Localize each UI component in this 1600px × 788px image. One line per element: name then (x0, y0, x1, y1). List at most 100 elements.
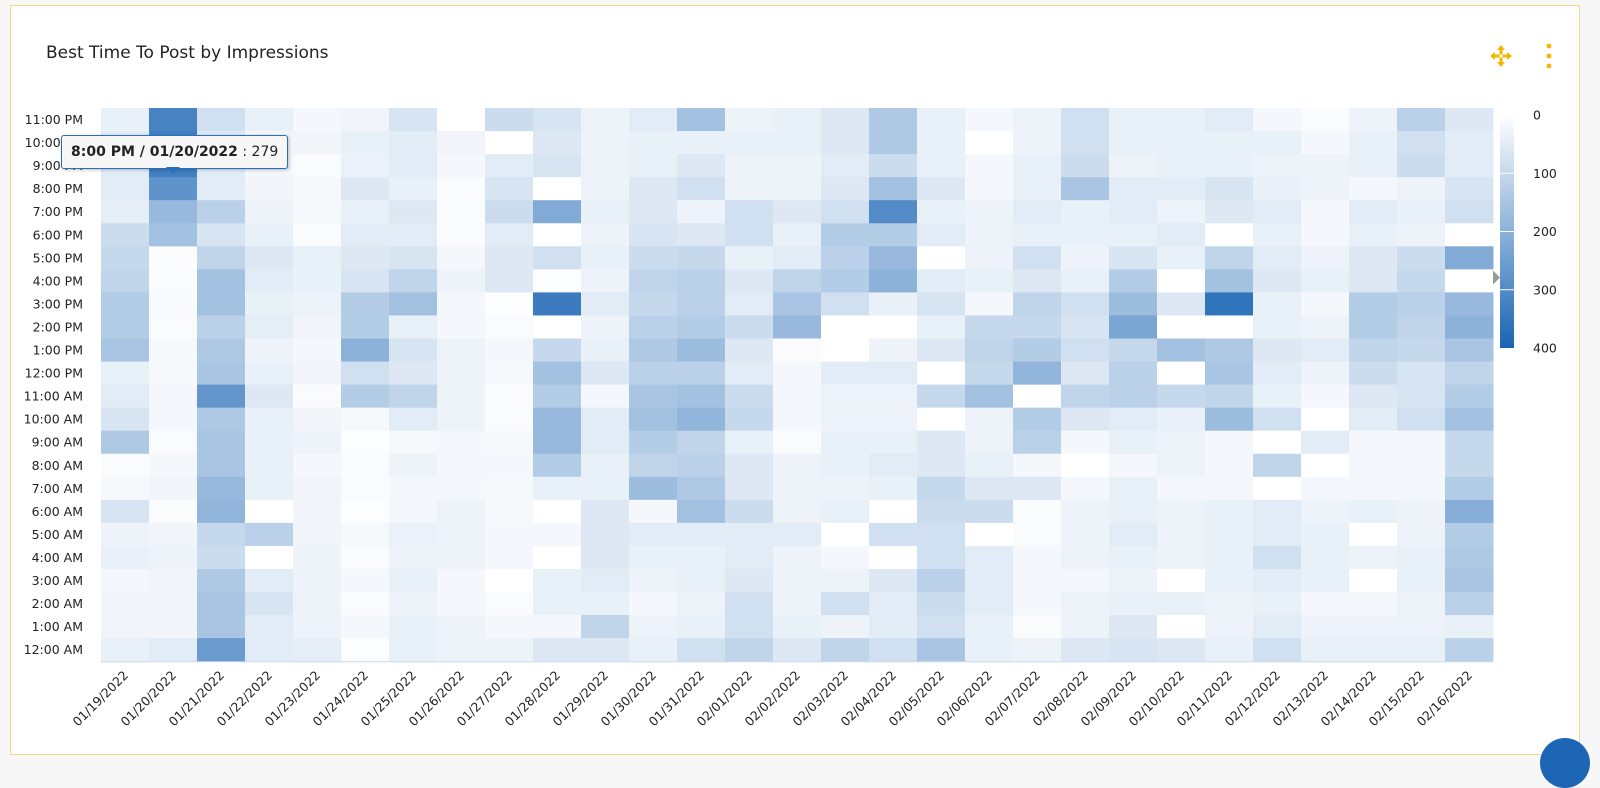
heatmap-cell[interactable] (1205, 361, 1254, 386)
heatmap-cell[interactable] (677, 223, 726, 247)
heatmap-cell[interactable] (677, 108, 726, 132)
heatmap-cell[interactable] (1445, 131, 1494, 155)
heatmap-cell[interactable] (1349, 246, 1398, 270)
heatmap-cell[interactable] (917, 361, 966, 386)
heatmap-cell[interactable] (677, 499, 726, 524)
heatmap-cell[interactable] (533, 453, 582, 478)
heatmap-cell[interactable] (581, 200, 630, 224)
heatmap-cell[interactable] (1157, 453, 1206, 478)
heatmap-cell[interactable] (1157, 545, 1206, 570)
heatmap-cell[interactable] (1157, 246, 1206, 270)
heatmap-cell[interactable] (629, 522, 678, 547)
heatmap-cell[interactable] (1253, 384, 1302, 409)
heatmap-cell[interactable] (1301, 361, 1350, 386)
heatmap-cell[interactable] (917, 638, 966, 662)
heatmap-cell[interactable] (1205, 315, 1254, 339)
heatmap-cell[interactable] (245, 269, 294, 293)
heatmap-cell[interactable] (341, 315, 390, 339)
heatmap-cell[interactable] (869, 269, 918, 293)
heatmap-cell[interactable] (437, 154, 486, 178)
heatmap-cell[interactable] (869, 384, 918, 409)
heatmap-cell[interactable] (1109, 407, 1158, 432)
heatmap-cell[interactable] (1205, 545, 1254, 570)
heatmap-cell[interactable] (1205, 131, 1254, 155)
heatmap-cell[interactable] (821, 108, 870, 132)
heatmap-cell[interactable] (773, 430, 822, 455)
heatmap-cell[interactable] (1253, 361, 1302, 386)
heatmap-cell[interactable] (1109, 522, 1158, 547)
heatmap-cell[interactable] (197, 108, 246, 132)
heatmap-cell[interactable] (869, 453, 918, 478)
heatmap-cell[interactable] (1157, 407, 1206, 432)
heatmap-cell[interactable] (245, 407, 294, 432)
heatmap-cell[interactable] (1109, 615, 1158, 639)
heatmap-cell[interactable] (485, 246, 534, 270)
heatmap-cell[interactable] (1445, 223, 1494, 247)
heatmap-cell[interactable] (245, 338, 294, 363)
heatmap-cell[interactable] (1253, 154, 1302, 178)
heatmap-cell[interactable] (965, 292, 1014, 316)
heatmap-cell[interactable] (1301, 384, 1350, 409)
heatmap-cell[interactable] (1349, 430, 1398, 455)
heatmap-cell[interactable] (197, 430, 246, 455)
heatmap-cell[interactable] (485, 223, 534, 247)
heatmap-cell[interactable] (293, 384, 342, 409)
heatmap-cell[interactable] (1253, 269, 1302, 293)
heatmap-cell[interactable] (677, 269, 726, 293)
heatmap-cell[interactable] (293, 407, 342, 432)
heatmap-cell[interactable] (101, 338, 150, 363)
heatmap-cell[interactable] (485, 522, 534, 547)
heatmap-cell[interactable] (149, 522, 198, 547)
heatmap-cell[interactable] (821, 338, 870, 363)
heatmap-cell[interactable] (533, 269, 582, 293)
heatmap-cell[interactable] (677, 131, 726, 155)
heatmap-cell[interactable] (869, 200, 918, 224)
heatmap-cell[interactable] (581, 246, 630, 270)
heatmap-cell[interactable] (917, 338, 966, 363)
heatmap-cell[interactable] (1061, 315, 1110, 339)
heatmap-cell[interactable] (437, 638, 486, 662)
heatmap-cell[interactable] (821, 499, 870, 524)
heatmap-cell[interactable] (533, 545, 582, 570)
heatmap-cell[interactable] (293, 499, 342, 524)
heatmap-cell[interactable] (1157, 569, 1206, 593)
heatmap-cell[interactable] (245, 569, 294, 593)
heatmap-cell[interactable] (245, 292, 294, 316)
heatmap-cell[interactable] (389, 569, 438, 593)
heatmap-cell[interactable] (1445, 592, 1494, 616)
heatmap-cell[interactable] (1061, 545, 1110, 570)
heatmap-cell[interactable] (341, 522, 390, 547)
heatmap-cell[interactable] (1397, 200, 1446, 224)
heatmap-cell[interactable] (1445, 499, 1494, 524)
heatmap-cell[interactable] (1061, 154, 1110, 178)
heatmap-cell[interactable] (965, 569, 1014, 593)
heatmap-cell[interactable] (725, 315, 774, 339)
heatmap-cell[interactable] (1157, 292, 1206, 316)
heatmap-cell[interactable] (1301, 177, 1350, 201)
heatmap-cell[interactable] (629, 361, 678, 386)
heatmap-cell[interactable] (293, 108, 342, 132)
heatmap-cell[interactable] (1157, 476, 1206, 501)
heatmap-cell[interactable] (1445, 638, 1494, 662)
heatmap-cell[interactable] (197, 476, 246, 501)
heatmap-cell[interactable] (869, 407, 918, 432)
heatmap-cell[interactable] (821, 315, 870, 339)
heatmap-cell[interactable] (965, 177, 1014, 201)
heatmap-cell[interactable] (965, 476, 1014, 501)
heatmap-cell[interactable] (293, 177, 342, 201)
heatmap-cell[interactable] (437, 522, 486, 547)
heatmap-cell[interactable] (245, 246, 294, 270)
heatmap-cell[interactable] (1061, 430, 1110, 455)
heatmap-cell[interactable] (1157, 522, 1206, 547)
heatmap-cell[interactable] (629, 638, 678, 662)
heatmap-cell[interactable] (677, 430, 726, 455)
heatmap-cell[interactable] (293, 638, 342, 662)
heatmap-cell[interactable] (965, 545, 1014, 570)
heatmap-cell[interactable] (485, 499, 534, 524)
heatmap-cell[interactable] (293, 476, 342, 501)
heatmap-cell[interactable] (965, 108, 1014, 132)
heatmap-cell[interactable] (581, 453, 630, 478)
heatmap-cell[interactable] (1205, 592, 1254, 616)
heatmap-cell[interactable] (1013, 315, 1062, 339)
heatmap-cell[interactable] (1061, 476, 1110, 501)
